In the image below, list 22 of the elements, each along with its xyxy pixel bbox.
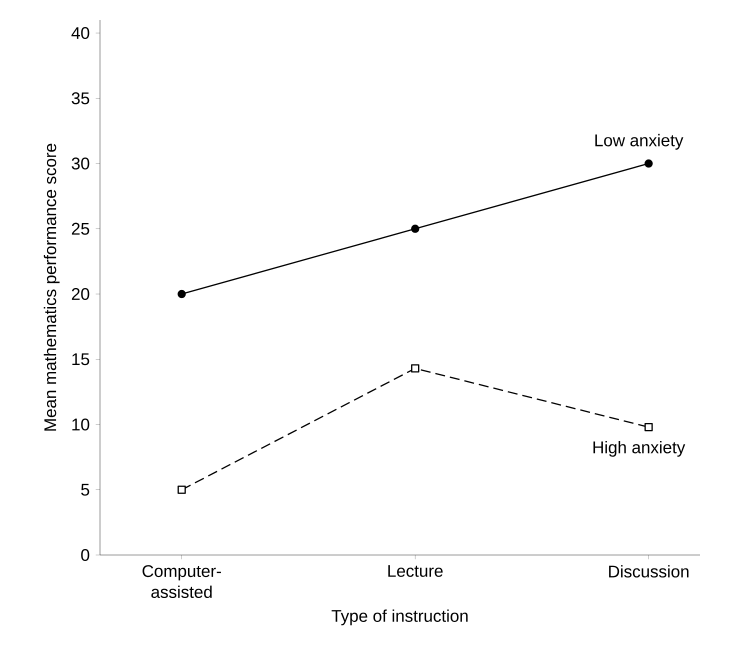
point [411, 224, 420, 233]
point [178, 486, 186, 494]
x-tick-label: Discussion [609, 565, 688, 578]
point [644, 422, 653, 432]
y-tick-label: 30 [72, 158, 90, 170]
y-tick-label: 25 [72, 222, 90, 235]
y-tick-label: 40 [71, 27, 90, 40]
x-axis-title: Type of instruction [332, 610, 468, 626]
y-tick-label: 5 [81, 484, 90, 496]
y-tick-label: 0 [81, 549, 90, 561]
x-tick-label: Lecture [388, 565, 443, 577]
y-tick-label: 35 [72, 92, 90, 104]
y-tick-label: 15 [72, 353, 90, 366]
point [178, 290, 186, 298]
point [644, 159, 653, 168]
y-tick-label: 20 [72, 288, 90, 300]
point [411, 364, 420, 373]
series-label: High anxiety [593, 440, 686, 457]
series-label: Low anxiety [595, 134, 684, 150]
y-tick-label: 10 [72, 418, 90, 431]
x-tick-label: Computer-assisted [142, 565, 221, 598]
y-axis-title: Mean mathematics performance score [44, 144, 60, 431]
